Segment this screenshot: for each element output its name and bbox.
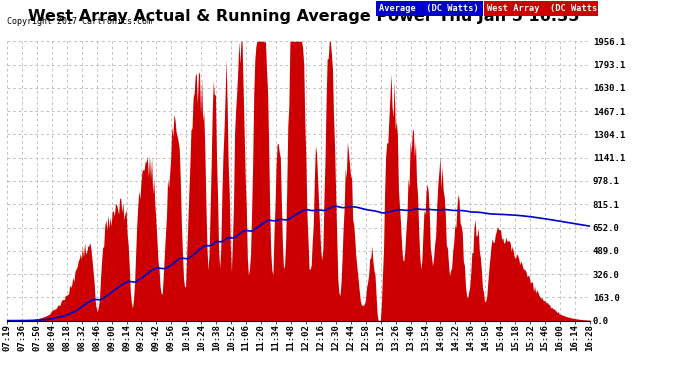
Text: West Array Actual & Running Average Power Thu Jan 5 16:35: West Array Actual & Running Average Powe… [28,9,580,24]
Text: Copyright 2017 Cartronics.com: Copyright 2017 Cartronics.com [7,17,152,26]
Text: West Array  (DC Watts): West Array (DC Watts) [487,4,602,13]
Text: Average  (DC Watts): Average (DC Watts) [379,4,479,13]
